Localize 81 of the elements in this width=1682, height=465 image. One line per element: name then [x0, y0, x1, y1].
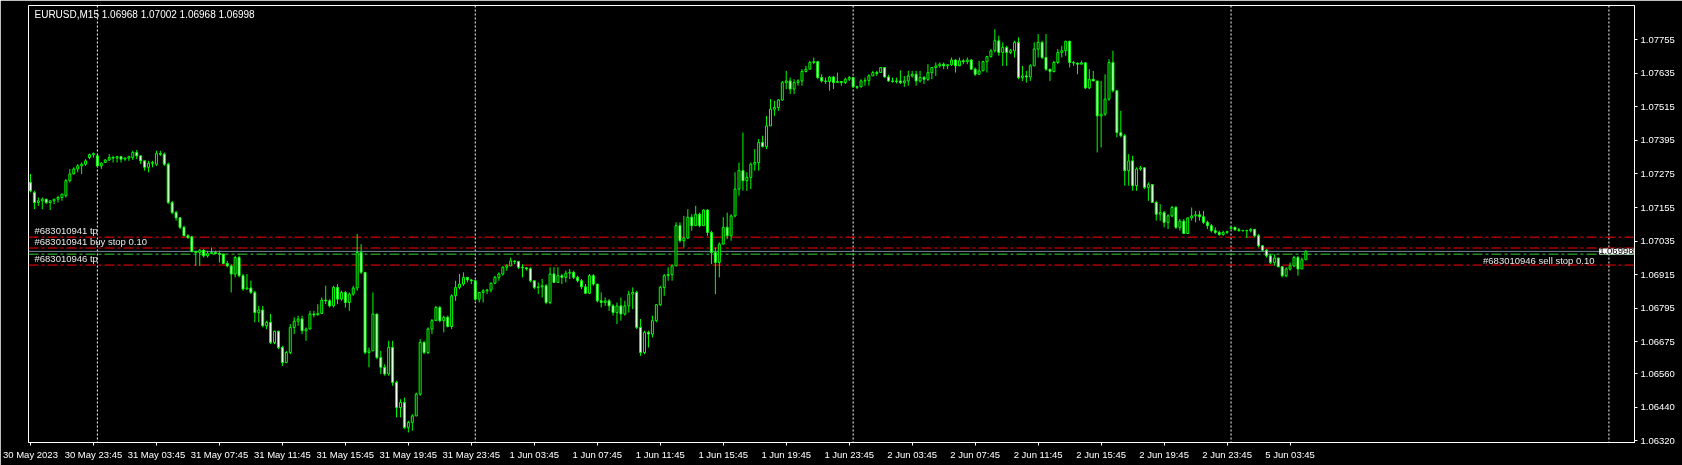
candlestick [1068, 40, 1072, 69]
candlestick [245, 273, 249, 290]
x-tick-label: 31 May 07:45 [190, 448, 249, 460]
candlestick [316, 303, 320, 317]
ref-line-label: 1.06998 [1599, 245, 1634, 257]
x-tick-label: 31 May 23:45 [442, 448, 501, 460]
x-tick-label: 1 Jun 19:45 [761, 448, 812, 460]
x-tick-label: 5 Jun 03:45 [1265, 448, 1315, 460]
x-tick-label: 2 Jun 11:45 [1013, 448, 1063, 460]
x-tick-label: 31 May 15:45 [316, 448, 375, 460]
y-tick-label: 1.07155 [1640, 201, 1675, 213]
candlestick [926, 63, 930, 82]
candlestick [867, 73, 871, 87]
candlestick [922, 75, 926, 85]
candlestick [1001, 41, 1005, 67]
y-tick-label: 1.07275 [1640, 167, 1675, 179]
candlestick [1005, 45, 1009, 67]
x-tick-label: 2 Jun 07:45 [950, 448, 1000, 460]
candlestick [111, 155, 115, 164]
candlestick [332, 285, 336, 309]
candlestick [556, 266, 560, 283]
candlestick [627, 290, 631, 314]
ref-line-label: #683010946 tp [34, 253, 98, 265]
x-tick-label: 1 Jun 03:45 [509, 448, 560, 460]
candlestick [1044, 33, 1048, 72]
candlestick [757, 138, 761, 172]
x-tick-label: 2 Jun 23:45 [1202, 448, 1252, 460]
x-tick-label: 2 Jun 03:45 [887, 448, 938, 460]
y-tick-label: 1.07395 [1640, 134, 1675, 146]
x-tick-label: 30 May 2023 [3, 448, 58, 460]
y-tick-label: 1.06795 [1640, 302, 1675, 314]
candlestick [741, 132, 745, 192]
y-tick-label: 1.07515 [1640, 100, 1675, 112]
candlestick [619, 296, 623, 322]
y-tick-label: 1.06440 [1640, 401, 1675, 413]
y-tick-label: 1.07755 [1640, 33, 1675, 45]
candlestick [993, 28, 997, 53]
candlestick [32, 190, 36, 210]
candlestick [52, 198, 56, 205]
candlestick [682, 215, 686, 248]
chart-title: EURUSD,M15 1.06968 1.07002 1.06968 1.06998 [34, 8, 256, 20]
candlestick [914, 70, 918, 87]
x-tick-label: 31 May 03:45 [127, 448, 186, 460]
candlestick [296, 315, 300, 327]
candlestick [560, 273, 564, 285]
ref-line-label: #683010946 sell stop 0.10 [1483, 255, 1595, 267]
candlestick [930, 67, 934, 80]
candlestick [48, 200, 52, 211]
x-tick-label: 2 Jun 19:45 [1139, 448, 1189, 460]
candlestick [115, 155, 119, 164]
candlestick [792, 78, 796, 95]
candlestick [1237, 227, 1241, 233]
y-tick-label: 1.07635 [1640, 67, 1675, 79]
x-tick-label: 1 Jun 15:45 [698, 448, 749, 460]
candlestick [694, 205, 698, 227]
x-tick-label: 1 Jun 23:45 [824, 448, 875, 460]
ref-line-label: #683010941 buy stop 0.10 [34, 236, 148, 248]
x-tick-label: 31 May 11:45 [253, 448, 311, 460]
y-tick-label: 1.06915 [1640, 268, 1675, 280]
candlestick [336, 283, 339, 305]
candlestick [261, 305, 265, 328]
x-tick-label: 2 Jun 15:45 [1076, 448, 1126, 460]
candlestick [615, 302, 619, 325]
x-tick-label: 30 May 23:45 [64, 448, 123, 460]
candlestick [347, 291, 351, 312]
y-tick-label: 1.06675 [1640, 335, 1675, 347]
candlestick [863, 77, 867, 87]
candlestick [1296, 255, 1300, 277]
candlestick [1174, 205, 1178, 230]
candlestick [481, 288, 485, 304]
ref-line-label: #683010941 tp [34, 225, 98, 237]
y-tick-label: 1.06560 [1640, 367, 1675, 379]
x-tick-label: 1 Jun 11:45 [635, 448, 685, 460]
candlestick [749, 162, 753, 190]
x-tick-label: 1 Jun 07:45 [572, 448, 623, 460]
x-tick-label: 31 May 19:45 [379, 448, 438, 460]
candlestick [233, 255, 237, 278]
candlestick [977, 60, 981, 75]
y-tick-label: 1.06320 [1640, 434, 1675, 446]
candlestick [918, 70, 922, 84]
y-tick-label: 1.07035 [1640, 235, 1675, 247]
